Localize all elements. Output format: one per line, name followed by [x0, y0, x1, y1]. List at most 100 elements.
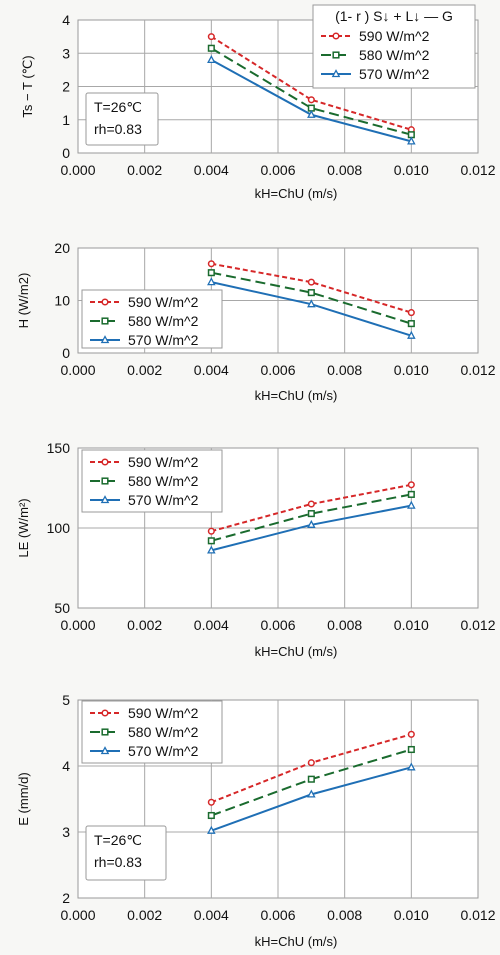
x-tick-label: 0.006	[260, 907, 295, 923]
x-tick-label: 0.008	[327, 362, 362, 378]
y-tick-label: 10	[54, 293, 70, 309]
x-tick-label: 0.010	[394, 907, 429, 923]
x-tick-label: 0.004	[194, 907, 229, 923]
data-point	[207, 811, 215, 820]
x-tick-label: 0.010	[394, 617, 429, 633]
legend-title: (1- r ) S↓ + L↓ — G	[335, 8, 453, 24]
series-group	[207, 260, 415, 317]
annotation-text: rh=0.83	[94, 854, 142, 870]
x-axis-label: kH=ChU (m/s)	[255, 934, 338, 949]
x-tick-label: 0.002	[127, 162, 162, 178]
data-point	[207, 260, 215, 268]
data-point	[207, 545, 216, 554]
data-point	[307, 96, 315, 104]
x-tick-label: 0.006	[260, 362, 295, 378]
x-tick-label: 0.012	[460, 617, 495, 633]
data-point	[407, 330, 416, 339]
x-axis-label: kH=ChU (m/s)	[255, 186, 338, 201]
legend-label: 590 W/m^2	[128, 705, 199, 721]
data-point	[207, 269, 215, 277]
legend-label: 580 W/m^2	[359, 47, 430, 63]
series-group	[207, 745, 415, 820]
legend-swatch-marker	[100, 746, 110, 755]
legend-box	[312, 4, 476, 89]
data-point	[307, 289, 315, 297]
data-point	[407, 136, 416, 145]
y-axis-label: Ts − T (℃)	[20, 55, 35, 117]
x-tick-label: 0.000	[60, 907, 95, 923]
legend: 590 W/m^2 580 W/m^2 570 W/m^2	[81, 449, 223, 513]
series-group	[207, 490, 415, 545]
series-group	[207, 269, 415, 328]
y-tick-label: 2	[62, 79, 70, 95]
data-point	[207, 55, 216, 64]
series-group	[207, 55, 416, 145]
legend-swatch-marker	[100, 335, 110, 344]
x-tick-label: 0.008	[327, 162, 362, 178]
x-tick-label: 0.002	[127, 617, 162, 633]
x-tick-label: 0.000	[60, 162, 95, 178]
series-line	[211, 262, 412, 314]
x-tick-label: 0.012	[460, 907, 495, 923]
data-point	[307, 109, 316, 118]
chart-panel-sensible-heat: 0.000 0.002 0.004 0.006 0.008 0.010 0.012 0 10 20…	[0, 240, 500, 415]
x-tick-label: 0.004	[194, 617, 229, 633]
data-point	[307, 759, 315, 767]
annotation: T=26℃ rh=0.83	[85, 92, 159, 146]
data-point	[207, 44, 215, 52]
chart-svg-temperature-difference: 0.000 0.002 0.004 0.006 0.008 0.010 0.012 0 1 2 3 4…	[20, 4, 496, 201]
data-point	[307, 775, 315, 783]
series-group	[207, 277, 416, 339]
legend-label: 590 W/m^2	[128, 454, 199, 470]
annotation-text: T=26℃	[94, 832, 142, 848]
x-tick-label: 0.002	[127, 362, 162, 378]
data-point	[407, 745, 415, 754]
chart-svg-sensible-heat: 0.000 0.002 0.004 0.006 0.008 0.010 0.012 0 10 20…	[16, 240, 496, 403]
x-tick-label: 0.008	[327, 617, 362, 633]
legend-swatch-marker	[101, 477, 109, 485]
x-tick-label: 0.010	[394, 162, 429, 178]
series-group	[207, 44, 415, 139]
legend-label: 580 W/m^2	[128, 724, 199, 740]
series-line	[210, 47, 412, 136]
chart-svg-latent-heat: 0.000 0.002 0.004 0.006 0.008 0.010 0.012 50 100…	[16, 440, 496, 659]
legend-swatch-marker	[101, 317, 109, 325]
series-group	[207, 500, 416, 554]
annotation-text: rh=0.83	[94, 121, 142, 137]
x-tick-label: 0.012	[460, 362, 495, 378]
data-point	[407, 320, 415, 328]
legend-label: 590 W/m^2	[128, 294, 199, 310]
data-point	[307, 278, 315, 286]
y-tick-label: 20	[54, 240, 70, 256]
y-tick-label: 2	[62, 890, 70, 906]
annotation-box	[85, 92, 159, 146]
x-tick-label: 0.010	[394, 362, 429, 378]
y-tick-label: 0	[62, 345, 70, 361]
legend: 590 W/m^2 580 W/m^2 570 W/m^2	[81, 289, 223, 349]
chart-panel-temperature-difference: 0.000 0.002 0.004 0.006 0.008 0.010 0.012 0 1 2 3 4…	[0, 0, 500, 240]
legend-swatch-marker	[332, 32, 340, 40]
y-axis-label: LE (W/m²)	[16, 498, 31, 557]
series-group	[207, 762, 416, 834]
legend: (1- r ) S↓ + L↓ — G 590 W/m^2 580 W/m^2 570…	[312, 4, 476, 89]
series-line	[211, 493, 412, 542]
annotation-box	[85, 825, 167, 881]
data-point	[307, 789, 316, 798]
chart-svg-evaporation: 0.000 0.002 0.004 0.006 0.008 0.010 0.012 2 3 4 5 k…	[16, 692, 496, 949]
legend-label: 570 W/m^2	[128, 743, 199, 759]
y-tick-label: 5	[62, 692, 70, 708]
x-tick-label: 0.004	[194, 362, 229, 378]
data-point	[307, 519, 316, 528]
y-tick-label: 150	[47, 440, 71, 456]
annotation: T=26℃ rh=0.83	[85, 825, 167, 881]
legend: 590 W/m^2 580 W/m^2 570 W/m^2	[81, 700, 223, 764]
data-point	[407, 309, 415, 317]
x-tick-label: 0.012	[460, 162, 495, 178]
legend-label: 590 W/m^2	[359, 28, 430, 44]
data-point	[407, 481, 415, 489]
series-line	[211, 483, 412, 533]
data-point	[407, 500, 416, 509]
data-point	[307, 299, 316, 308]
y-tick-label: 100	[47, 520, 71, 536]
